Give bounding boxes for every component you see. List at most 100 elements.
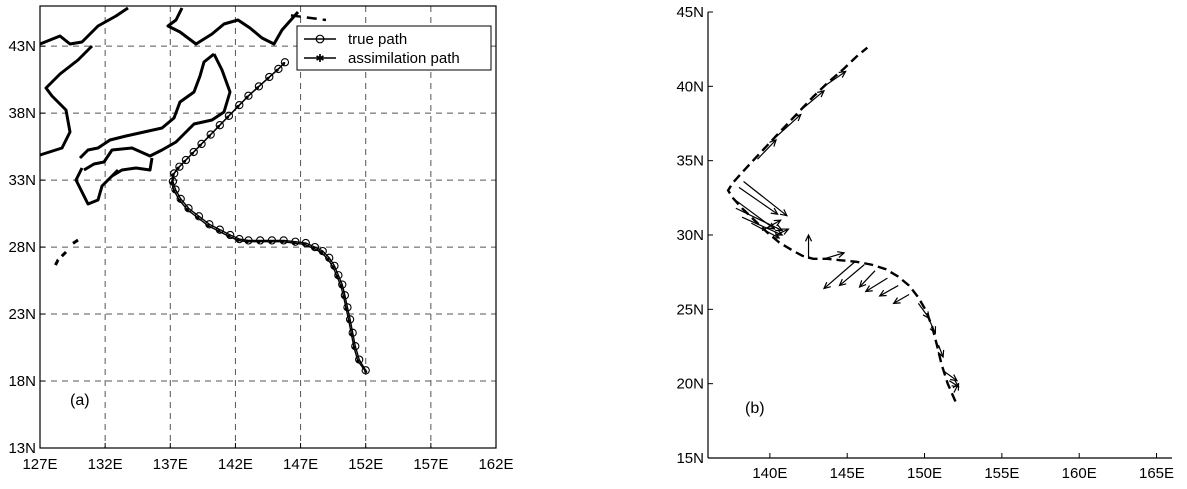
- vector-arrow-shaft: [865, 277, 888, 293]
- assimilation-path-point: [312, 246, 316, 250]
- true-path-point: [301, 238, 310, 248]
- x-tick-label: 137E: [153, 456, 188, 473]
- vector-arrow-shaft: [893, 293, 910, 304]
- vector-arrow: [823, 251, 846, 260]
- vector-arrow-head: [864, 285, 873, 293]
- y-tick-label: 18N: [8, 373, 36, 390]
- true-path-point: [279, 236, 288, 245]
- legend-assimilation-path-label: assimilation path: [348, 50, 460, 67]
- true-path-point: [348, 328, 357, 337]
- coastline-honshu: [78, 52, 232, 172]
- coastline-korea-china: [39, 6, 129, 157]
- true-path-point: [345, 315, 355, 324]
- true-path-point: [235, 100, 244, 110]
- assimilation-path-point: [292, 241, 296, 245]
- assimilation-path-point: [207, 134, 211, 138]
- vector-arrow-shaft: [928, 319, 936, 334]
- vector-arrow-shaft: [937, 344, 944, 358]
- assimilation-path-point: [245, 240, 249, 244]
- x-tick-label: 127E: [22, 456, 57, 473]
- true-path-point: [175, 162, 184, 171]
- x-tick-label: 162E: [478, 456, 513, 473]
- x-tick-label: 155E: [984, 465, 1019, 482]
- true-path-point: [256, 236, 265, 245]
- vector-arrow-shaft: [839, 264, 865, 287]
- vector-arrow-shaft: [917, 303, 930, 319]
- vector-arrow-head: [937, 349, 945, 359]
- coastline-hokkaido: [166, 7, 300, 46]
- assimilation-path-point: [236, 104, 240, 108]
- true-path-point: [197, 139, 206, 149]
- vector-arrow: [757, 138, 778, 160]
- vector-arrow-shaft: [953, 383, 960, 393]
- assimilation-path-point: [347, 319, 351, 323]
- true-path-point: [291, 237, 300, 246]
- vector-arrow-shaft: [761, 219, 781, 232]
- panel-a-label: (a): [70, 392, 90, 409]
- coastline-ryukyu: [52, 238, 79, 269]
- vector-arrow: [917, 303, 930, 320]
- vector-arrow-head: [838, 278, 847, 287]
- panel-a-axes: 127E 132E 137E 142E 147E 152E 157E 162E 13N 18N 23…: [8, 5, 514, 473]
- legend-assimilation-path-marker: ✱: [315, 53, 324, 65]
- true-path-point: [274, 64, 283, 74]
- assimilation-path-point: [282, 62, 286, 66]
- x-tick-label: 165E: [1139, 465, 1174, 482]
- x-tick-label: 150E: [907, 465, 942, 482]
- vector-arrow-shaft: [859, 270, 876, 288]
- vector-arrow-shaft: [823, 261, 856, 289]
- assimilation-path-point: [269, 240, 273, 244]
- vector-arrow: [944, 371, 959, 382]
- vector-arrow: [800, 89, 826, 111]
- assimilation-path-point: [176, 166, 180, 170]
- assimilation-path-point: [226, 115, 230, 119]
- y-tick-label: 33N: [8, 172, 36, 189]
- assimilation-path-point: [280, 240, 284, 244]
- vector-arrow-shaft: [772, 228, 789, 238]
- vector-arrow-head: [781, 228, 790, 235]
- assimilation-path-point: [302, 242, 306, 246]
- panel-a-coastline: [39, 6, 300, 269]
- assimilation-path-point: [335, 275, 339, 279]
- x-tick-label: 140E: [752, 465, 787, 482]
- vector-arrow: [952, 382, 960, 393]
- assimilation-path-point: [326, 257, 330, 261]
- panel-a-track-map: 127E 132E 137E 142E 147E 152E 157E 162E 13N 18N 23…: [8, 5, 514, 473]
- true-path-point: [343, 303, 352, 312]
- legend-true-path-label: true path: [348, 31, 407, 48]
- vector-arrow-shaft: [738, 186, 778, 215]
- vector-arrow-head: [838, 70, 847, 78]
- assimilation-path-point: [183, 159, 187, 163]
- vector-arrow-head: [822, 281, 831, 290]
- vector-arrow-shaft: [757, 139, 777, 160]
- vector-arrow-shaft: [735, 207, 783, 232]
- vector-arrow: [892, 293, 910, 305]
- assimilation-path-point: [275, 68, 279, 72]
- panel-a-frame: [39, 5, 497, 449]
- vector-arrow: [735, 207, 784, 232]
- x-tick-label: 145E: [830, 465, 865, 482]
- assimilation-path-point: [198, 143, 202, 147]
- vector-arrow: [743, 181, 788, 217]
- true-path-point: [224, 111, 234, 120]
- vector-arrow: [761, 219, 782, 232]
- vector-arrow-head: [858, 280, 867, 289]
- assimilation-path-point: [216, 229, 220, 233]
- true-path-point: [189, 147, 198, 157]
- true-path-point: [244, 236, 253, 245]
- assimilation-path-point: [170, 181, 174, 185]
- panel-a-legend: true path ✱ assimilation path: [296, 25, 492, 71]
- vector-arrow: [738, 186, 779, 215]
- assimilation-path-point: [227, 234, 231, 238]
- vector-arrow: [838, 264, 865, 287]
- vector-arrow-head: [775, 224, 784, 232]
- y-tick-label: 45N: [676, 4, 704, 21]
- y-tick-label: 30N: [676, 227, 704, 244]
- vector-arrow: [772, 228, 790, 238]
- vector-arrow-head: [779, 209, 788, 217]
- assimilation-path-point: [236, 238, 240, 242]
- vector-arrow: [823, 70, 847, 87]
- assimilation-path-point: [216, 125, 220, 129]
- legend-true-path-marker: [315, 34, 325, 44]
